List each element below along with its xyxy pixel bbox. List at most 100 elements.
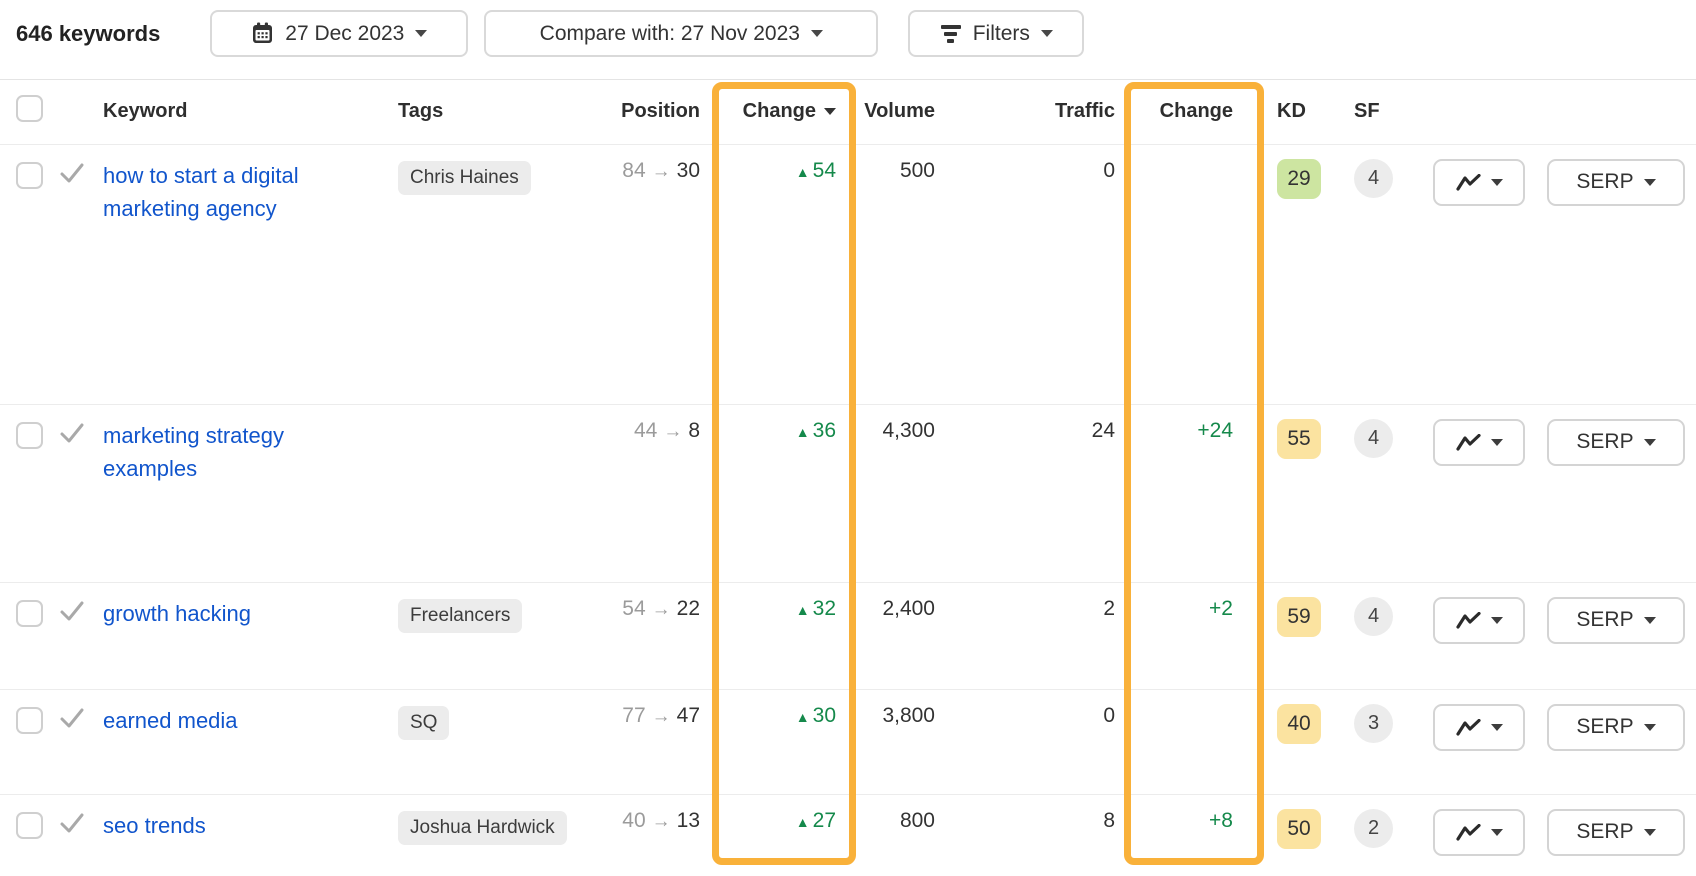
up-triangle-icon: ▲	[795, 813, 810, 830]
keyword-link[interactable]: earned media	[103, 707, 238, 733]
position-history-button[interactable]	[1433, 418, 1525, 466]
table-row: how to start a digital marketing agency …	[0, 144, 1696, 404]
serp-button[interactable]: SERP	[1547, 158, 1685, 206]
keyword-link[interactable]: seo trends	[103, 812, 206, 838]
check-icon	[60, 163, 84, 182]
position-new: 13	[676, 808, 700, 832]
traffic-change-cell	[1123, 689, 1243, 794]
tag-pill[interactable]: SQ	[398, 705, 450, 740]
position-history-button[interactable]	[1433, 596, 1525, 644]
column-header-sf[interactable]: SF	[1354, 100, 1380, 123]
traffic-cell: 24	[1091, 418, 1115, 442]
column-header-traffic[interactable]: Traffic	[1054, 100, 1115, 123]
serp-label: SERP	[1576, 430, 1634, 453]
traffic-cell: 8	[1103, 808, 1115, 832]
position-change-cell: ▲ 54	[708, 144, 848, 404]
tag-pill[interactable]: Joshua Hardwick	[398, 810, 567, 845]
volume-cell: 500	[899, 158, 935, 182]
position-cell: 84 → 30	[603, 144, 708, 404]
sf-badge: 3	[1354, 703, 1393, 743]
position-arrow-icon: →	[651, 160, 671, 182]
keyword-link[interactable]: growth hacking	[103, 600, 251, 626]
row-checkbox[interactable]	[16, 161, 43, 189]
position-arrow-icon: →	[651, 705, 671, 727]
trend-line-icon	[1455, 433, 1481, 451]
keywords-table: Keyword Tags Position Change Volume Traf…	[0, 80, 1696, 876]
column-header-tags[interactable]: Tags	[398, 100, 444, 123]
position-history-button[interactable]	[1433, 808, 1525, 856]
chevron-down-icon	[810, 30, 823, 37]
compare-label: Compare with: 27 Nov 2023	[539, 21, 800, 45]
position-change-value: 27	[812, 808, 836, 832]
position-change-value: 32	[812, 596, 836, 620]
check-icon	[60, 813, 84, 832]
select-all-checkbox[interactable]	[16, 95, 43, 123]
row-checkbox[interactable]	[16, 706, 43, 734]
row-checkbox[interactable]	[16, 811, 43, 839]
column-header-keyword[interactable]: Keyword	[103, 100, 188, 123]
column-header-volume[interactable]: Volume	[864, 100, 935, 123]
position-new: 8	[688, 418, 700, 442]
position-cell: 77 → 47	[603, 689, 708, 794]
position-change-cell: ▲ 36	[708, 404, 848, 582]
column-header-kd[interactable]: KD	[1277, 100, 1306, 123]
up-triangle-icon: ▲	[795, 601, 810, 618]
serp-label: SERP	[1576, 715, 1634, 738]
traffic-change-cell: +24	[1197, 418, 1233, 442]
position-change-cell: ▲ 30	[708, 689, 848, 794]
serp-label: SERP	[1576, 820, 1634, 843]
kd-badge: 29	[1277, 158, 1321, 199]
position-old: 44	[633, 418, 658, 442]
trend-line-icon	[1455, 823, 1481, 841]
keyword-link[interactable]: how to start a digital marketing agency	[103, 162, 299, 221]
position-history-button[interactable]	[1433, 703, 1525, 751]
check-icon	[60, 423, 84, 442]
kd-badge: 55	[1277, 418, 1321, 459]
row-checkbox[interactable]	[16, 599, 43, 627]
trend-line-icon	[1455, 173, 1481, 191]
chevron-down-icon	[1490, 438, 1503, 446]
traffic-change-cell	[1123, 144, 1243, 404]
calendar-icon	[253, 22, 273, 43]
trend-line-icon	[1455, 611, 1481, 629]
serp-label: SERP	[1576, 170, 1634, 193]
column-header-position[interactable]: Position	[621, 100, 700, 123]
keyword-link[interactable]: marketing strategy examples	[103, 422, 284, 481]
kd-badge: 59	[1277, 596, 1321, 637]
column-header-position-change[interactable]: Change	[708, 80, 848, 144]
position-new: 30	[676, 158, 700, 182]
position-change-value: 36	[812, 418, 836, 442]
chevron-down-icon	[1490, 616, 1503, 624]
check-icon	[60, 708, 84, 727]
chevron-down-icon	[1643, 723, 1656, 731]
date-label: 27 Dec 2023	[285, 21, 405, 45]
serp-button[interactable]: SERP	[1547, 808, 1685, 856]
filters-button[interactable]: Filters	[908, 10, 1085, 57]
traffic-cell: 0	[1103, 158, 1115, 182]
volume-cell: 2,400	[882, 596, 935, 620]
serp-button[interactable]: SERP	[1547, 596, 1685, 644]
column-header-traffic-change[interactable]: Change	[1159, 100, 1233, 123]
table-row: seo trends Joshua Hardwick 40 → 13 ▲ 27 800…	[0, 794, 1696, 876]
traffic-cell: 0	[1103, 703, 1115, 727]
kd-badge: 40	[1277, 703, 1321, 744]
serp-button[interactable]: SERP	[1547, 418, 1685, 466]
date-picker-button[interactable]: 27 Dec 2023	[210, 10, 469, 57]
row-checkbox[interactable]	[16, 421, 43, 449]
up-triangle-icon: ▲	[795, 708, 810, 725]
table-body: how to start a digital marketing agency …	[0, 144, 1696, 876]
compare-with-button[interactable]: Compare with: 27 Nov 2023	[484, 10, 879, 57]
traffic-cell: 2	[1103, 596, 1115, 620]
tag-pill[interactable]: Freelancers	[398, 598, 523, 633]
serp-button[interactable]: SERP	[1547, 703, 1685, 751]
tag-pill[interactable]: Chris Haines	[398, 160, 531, 195]
table-header-row: Keyword Tags Position Change Volume Traf…	[0, 80, 1696, 144]
kd-badge: 50	[1277, 808, 1321, 849]
position-history-button[interactable]	[1433, 158, 1525, 206]
sort-desc-icon	[824, 108, 836, 116]
volume-cell: 4,300	[882, 418, 935, 442]
position-old: 40	[622, 808, 646, 832]
position-arrow-icon: →	[651, 598, 671, 620]
trend-line-icon	[1455, 718, 1481, 736]
